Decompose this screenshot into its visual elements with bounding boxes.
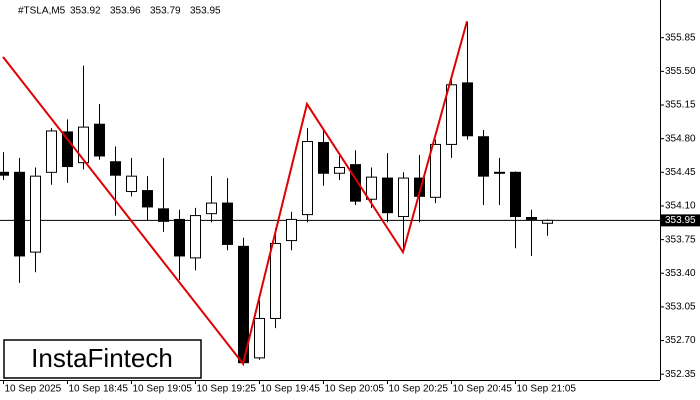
header-price: 353.79 (150, 6, 181, 17)
y-tick-label: 355.50 (665, 66, 696, 77)
candle-body (142, 190, 153, 208)
x-tick-label: 10 Sep 20:25 (389, 384, 449, 395)
candle-body (270, 242, 281, 319)
candle-body (350, 164, 361, 202)
candle-body (398, 177, 409, 218)
candle-body (510, 171, 521, 218)
candle-body (78, 126, 89, 164)
candle-body (382, 177, 393, 214)
x-tick-label: 10 Sep 19:45 (261, 384, 321, 395)
candle-body (446, 84, 457, 145)
candle-body (318, 142, 329, 174)
x-tick-label: 10 Sep 21:05 (517, 384, 577, 395)
candle-body (462, 82, 473, 137)
header-price: 353.96 (110, 6, 141, 17)
x-tick-label: 10 Sep 19:05 (133, 384, 193, 395)
y-tick-label: 352.35 (665, 369, 696, 380)
candle-body (302, 141, 313, 216)
y-tick-label: 353.75 (665, 234, 696, 245)
candle-body (478, 136, 489, 177)
candle-body (526, 217, 537, 220)
y-tick-label: 354.10 (665, 201, 696, 212)
candle-body (158, 208, 169, 222)
x-tick-label: 10 Sep 20:45 (453, 384, 513, 395)
candle-body (14, 171, 25, 257)
candle-body (222, 202, 233, 245)
plot (0, 21, 660, 366)
x-tick-label: 10 Sep 19:25 (197, 384, 257, 395)
y-tick-label: 354.45 (665, 167, 696, 178)
y-tick-label: 355.15 (665, 100, 696, 111)
candle-body (110, 161, 121, 176)
y-tick-label: 353.40 (665, 268, 696, 279)
candle-body (0, 171, 9, 176)
y-tick-label: 354.80 (665, 133, 696, 144)
symbol: #TSLA,M5 (18, 6, 66, 17)
x-tick-label: 10 Sep 2025 (5, 384, 62, 395)
x-tick-label: 10 Sep 20:05 (325, 384, 385, 395)
candle-body (46, 130, 57, 173)
y-tick-label: 355.85 (665, 32, 696, 43)
logo-box (3, 339, 202, 379)
logo: InstaFintech (31, 343, 173, 373)
header-price: 353.92 (70, 6, 101, 17)
candle-body (30, 175, 41, 253)
pattern-line (2, 21, 468, 366)
candle-body (190, 215, 201, 259)
y-tick-label: 353.05 (665, 302, 696, 313)
candle-body (542, 219, 553, 224)
candle-body (206, 202, 217, 215)
price-label-box (661, 214, 700, 227)
candle-body (62, 131, 73, 168)
candle-body (334, 167, 345, 174)
candle-body (430, 143, 441, 198)
price-label: 353.95 (665, 215, 696, 226)
x-tick-label: 10 Sep 18:45 (69, 384, 129, 395)
candle-body (366, 176, 377, 200)
candle-body (254, 317, 265, 359)
candle-body (286, 218, 297, 242)
header-price: 353.95 (190, 6, 221, 17)
candle-body (94, 123, 105, 157)
candle-body (494, 171, 505, 174)
candle-body (174, 218, 185, 257)
y-tick-label: 352.70 (665, 335, 696, 346)
candle-body (126, 175, 137, 193)
